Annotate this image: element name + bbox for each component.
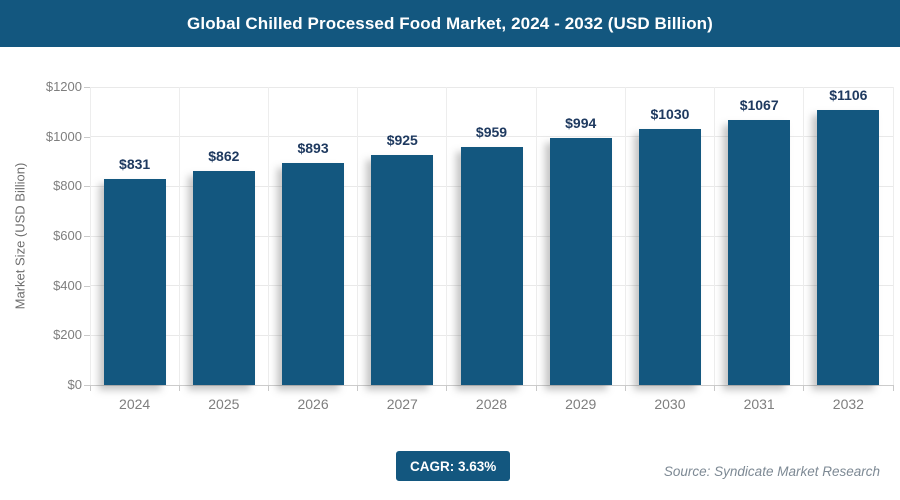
bar-value-label: $893 <box>297 140 329 157</box>
x-tick-mark <box>267 385 269 391</box>
bar-value-label: $925 <box>386 132 418 149</box>
y-tick-label: $200 <box>53 327 82 343</box>
chart-title-bar: Global Chilled Processed Food Market, 20… <box>0 0 900 47</box>
gridline-vertical <box>357 87 359 385</box>
gridline-vertical <box>803 87 805 385</box>
gridline-vertical <box>892 87 894 385</box>
bar-value-label: $994 <box>565 115 597 132</box>
gridline-vertical <box>714 87 716 385</box>
gridline-vertical <box>535 87 537 385</box>
x-tick-label: 2026 <box>297 396 329 412</box>
bar-2030 <box>638 129 701 385</box>
x-tick-label: 2031 <box>743 396 775 412</box>
bar-2027 <box>371 155 434 385</box>
y-tick-label: $1000 <box>45 128 82 144</box>
bar-value-label: $1030 <box>650 106 690 123</box>
cagr-badge: CAGR: 3.63% <box>396 451 511 481</box>
y-tick-label: $800 <box>53 178 82 194</box>
x-tick-mark <box>446 385 448 391</box>
y-tick-mark <box>84 236 90 237</box>
bar-2031 <box>728 120 791 385</box>
bar-value-label: $831 <box>119 155 151 172</box>
x-tick-label: 2025 <box>208 396 240 412</box>
y-tick-mark <box>84 136 90 138</box>
bar-2024 <box>103 178 166 385</box>
y-tick-label: $600 <box>53 228 82 243</box>
x-tick-label: 2027 <box>386 396 418 412</box>
y-tick-mark <box>84 385 90 386</box>
y-tick-mark <box>84 285 90 287</box>
x-tick-mark <box>89 385 91 391</box>
bar-2026 <box>282 163 345 385</box>
gridline-horizontal <box>90 136 893 138</box>
bar-2025 <box>192 170 255 385</box>
x-tick-mark <box>178 385 180 391</box>
x-tick-label: 2030 <box>654 396 686 412</box>
source-attribution: Source: Syndicate Market Research <box>663 464 880 479</box>
x-tick-mark <box>624 385 626 391</box>
y-tick-label: $400 <box>53 277 82 293</box>
bar-value-label: $862 <box>208 147 240 164</box>
gridline-horizontal <box>90 86 893 88</box>
x-tick-mark <box>714 385 716 391</box>
x-tick-mark <box>803 385 805 391</box>
x-tick-label: 2032 <box>832 396 864 412</box>
bar-2028 <box>460 146 523 385</box>
bar-2029 <box>549 138 612 385</box>
gridline-vertical <box>89 87 91 385</box>
x-tick-mark <box>892 385 894 391</box>
x-tick-mark <box>535 385 537 391</box>
gridline-vertical <box>446 87 448 385</box>
gridline-vertical <box>624 87 626 385</box>
x-tick-label: 2029 <box>565 396 597 412</box>
plot-area: $831 $862 $893 $925 $959 $994 $1030 $1067 $1106 <box>89 86 894 386</box>
x-tick-label: 2028 <box>475 396 508 412</box>
y-tick-mark <box>84 87 90 88</box>
gridline-vertical <box>267 87 269 385</box>
y-tick-label: $0 <box>67 377 82 392</box>
x-tick-mark <box>357 385 359 391</box>
x-tick-label: 2024 <box>119 396 151 412</box>
chart-title: Global Chilled Processed Food Market, 20… <box>187 13 713 33</box>
gridline-vertical <box>178 87 180 385</box>
y-tick-label: $1200 <box>45 79 82 94</box>
y-tick-mark <box>84 335 90 337</box>
y-tick-mark <box>84 186 90 188</box>
bar-value-label: $1067 <box>739 97 779 114</box>
bar-value-label: $1106 <box>829 87 868 104</box>
bar-value-label: $959 <box>475 123 508 140</box>
gridline-horizontal <box>90 384 893 386</box>
bar-2032 <box>817 110 880 385</box>
